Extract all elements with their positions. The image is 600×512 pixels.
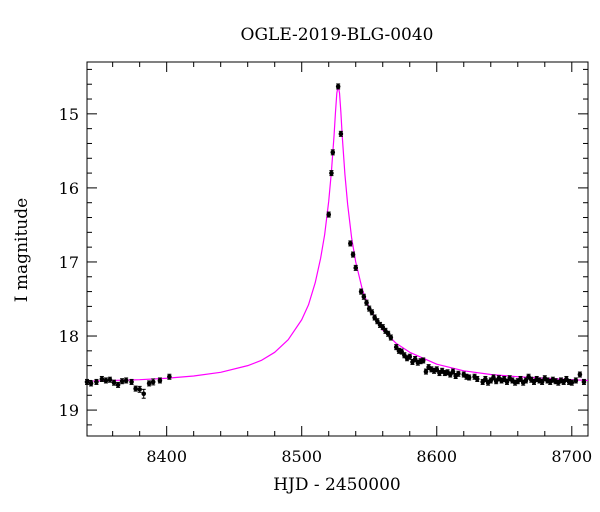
x-tick-label: 8400	[146, 447, 187, 466]
data-point	[157, 378, 163, 383]
y-tick-label: 18	[59, 327, 79, 346]
data-point	[338, 131, 344, 137]
data-point	[480, 379, 485, 385]
data-point	[423, 369, 429, 374]
data-point	[383, 328, 388, 334]
data-point	[137, 387, 142, 392]
data-point	[474, 376, 480, 382]
data-point	[581, 379, 587, 385]
data-point	[84, 379, 90, 385]
data-point	[141, 391, 147, 397]
data-points-group	[84, 83, 587, 399]
y-tick-label: 15	[59, 105, 79, 124]
data-point	[103, 378, 109, 383]
data-point	[146, 381, 152, 386]
data-point	[364, 300, 369, 305]
data-point	[329, 170, 334, 176]
data-point	[420, 358, 426, 363]
model-curve	[86, 85, 589, 382]
y-axis-label: I magnitude	[12, 198, 32, 302]
data-point	[501, 376, 507, 382]
data-point	[115, 382, 121, 388]
data-point	[493, 378, 499, 384]
data-point	[358, 289, 364, 294]
data-point	[111, 380, 117, 385]
data-point	[348, 241, 353, 246]
axis-ticks: 8400 8500 8600 8700 15 16 17 18 19	[59, 62, 592, 466]
data-point	[167, 374, 172, 380]
data-point	[569, 380, 575, 385]
y-tick-label: 17	[59, 253, 79, 272]
data-point	[107, 377, 113, 383]
data-point	[330, 150, 336, 155]
data-point	[564, 376, 569, 382]
data-point	[335, 84, 341, 89]
data-point	[353, 265, 359, 271]
data-point	[350, 252, 356, 257]
data-point	[94, 379, 99, 385]
data-point	[531, 379, 537, 385]
model-curve-group	[86, 85, 589, 382]
y-tick-label: 19	[59, 401, 79, 420]
data-point	[561, 379, 566, 385]
x-tick-label: 8600	[416, 447, 457, 466]
data-point	[577, 372, 583, 377]
data-point	[326, 212, 332, 217]
plot-frame	[86, 61, 589, 437]
y-tick-label: 16	[59, 179, 79, 198]
data-point	[99, 376, 105, 382]
data-point	[410, 359, 415, 365]
data-point	[407, 354, 413, 360]
data-point	[466, 375, 472, 380]
data-point	[88, 381, 94, 386]
data-point	[150, 379, 156, 385]
data-point	[129, 379, 134, 385]
data-point	[388, 335, 394, 340]
data-point	[488, 378, 494, 383]
chart-title: OGLE-2019-BLG-0040	[241, 25, 434, 45]
data-point	[133, 386, 138, 391]
x-tick-label: 8500	[281, 447, 322, 466]
data-point	[361, 294, 367, 300]
data-point	[526, 374, 531, 380]
x-axis-label: HJD - 2450000	[273, 475, 401, 495]
data-point	[369, 310, 375, 315]
x-tick-label: 8700	[551, 447, 592, 466]
data-point	[123, 378, 129, 383]
data-point	[402, 352, 407, 358]
data-point	[447, 372, 453, 377]
data-point	[119, 378, 125, 384]
data-point	[450, 369, 456, 374]
data-point	[573, 378, 579, 383]
data-point	[456, 371, 461, 377]
